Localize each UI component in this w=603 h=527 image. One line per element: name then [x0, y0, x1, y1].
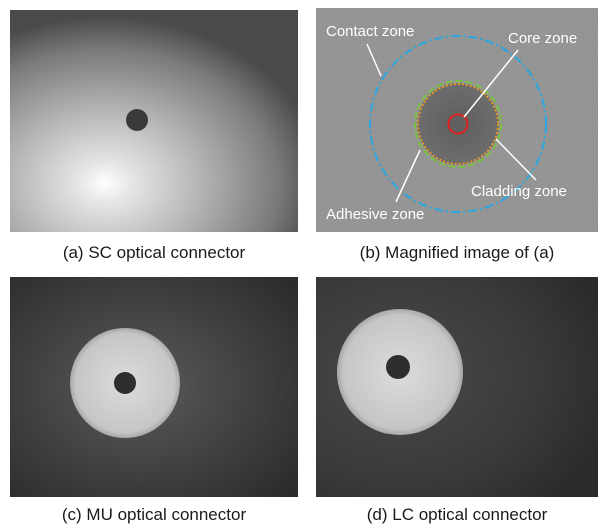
caption: (c) MU optical connector — [62, 505, 247, 524]
caption: (b) Magnified image of (a) — [360, 243, 555, 262]
annotation: Adhesive zone — [326, 206, 424, 223]
caption: (d) LC optical connector — [367, 505, 548, 524]
core-dot — [386, 355, 410, 379]
annotation: Cladding zone — [471, 183, 567, 200]
panel-b: Contact zone Core zone Cladding zone Adh… — [316, 8, 598, 232]
core-dot — [126, 109, 148, 131]
figure: Contact zone Core zone Cladding zone Adh… — [0, 0, 603, 527]
panel-a — [10, 10, 298, 232]
caption: (a) SC optical connector — [63, 243, 246, 262]
annotation: Core zone — [508, 30, 577, 47]
panel-c — [10, 277, 298, 497]
core-dot — [114, 372, 136, 394]
annotation: Contact zone — [326, 23, 414, 40]
panel-d — [316, 277, 598, 497]
page: Contact zone Core zone Cladding zone Adh… — [0, 0, 603, 527]
image-a — [10, 10, 298, 232]
